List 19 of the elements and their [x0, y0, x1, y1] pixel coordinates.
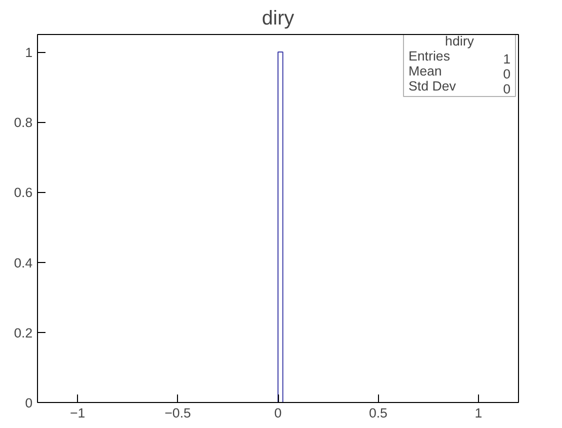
annotation: 0: [503, 82, 511, 96]
x-tick-label: −1: [70, 406, 86, 420]
x-tick-label: 0.5: [368, 406, 388, 420]
annotation: 1: [503, 52, 511, 66]
annotation: Mean: [408, 64, 442, 78]
y-tick-label: 0.8: [14, 115, 33, 130]
annotation: Std Dev: [408, 78, 456, 94]
annotation: Entries: [408, 48, 450, 64]
x-tick-label: −0.5: [164, 406, 191, 420]
x-tick-label: 1: [474, 406, 482, 420]
annotation: hdiry: [445, 34, 474, 48]
chart-title: diry: [262, 8, 294, 30]
y-tick-label: 1: [25, 45, 33, 60]
annotation: 0: [503, 66, 511, 82]
y-tick-label: 0: [25, 396, 33, 410]
x-tick-label: 0: [274, 406, 282, 420]
y-tick-label: 0.6: [14, 185, 33, 200]
y-tick-label: 0.4: [14, 255, 34, 270]
y-tick-label: 0.2: [14, 325, 33, 340]
